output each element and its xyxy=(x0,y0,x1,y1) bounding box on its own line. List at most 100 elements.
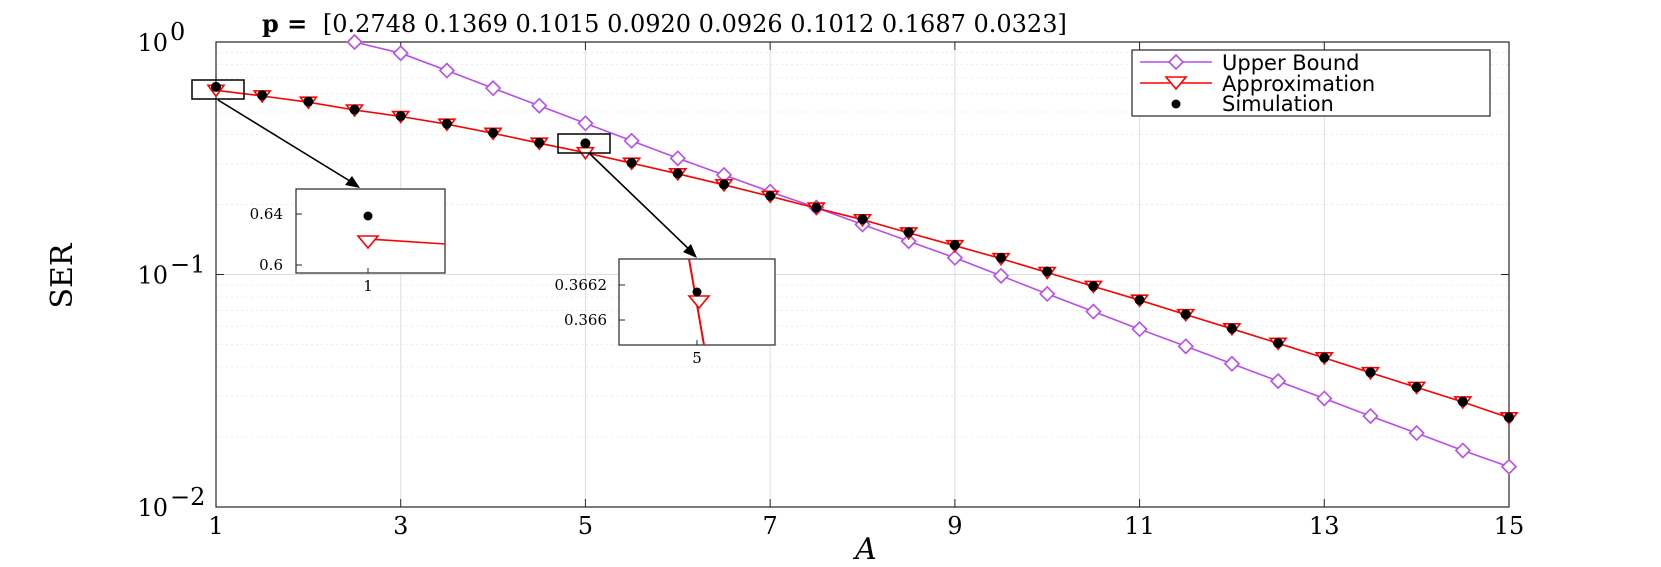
point-0-16 xyxy=(1085,303,1102,320)
legend-label-approx: Approximation xyxy=(1222,72,1375,96)
arrowhead-5 xyxy=(683,244,697,258)
point-0-6 xyxy=(623,132,640,149)
highlight-box-1 xyxy=(191,79,245,100)
title-vector: [0.2748 0.1369 0.1015 0.0920 0.0926 0.10… xyxy=(323,10,1067,38)
ytick-exp-1: −1 xyxy=(170,251,205,279)
series-upper-bound xyxy=(346,33,1518,475)
arrow-1 xyxy=(217,99,359,187)
point-0-23 xyxy=(1408,424,1425,442)
point-2-11 xyxy=(718,179,729,190)
inset-5-sim-marker xyxy=(692,287,702,297)
inset-1-ytick-label-b: 0.6 xyxy=(259,256,283,274)
point-2-16 xyxy=(949,239,960,250)
xtick-label-2: 5 xyxy=(578,512,593,540)
point-0-5 xyxy=(577,115,594,132)
inset-1-sim-marker xyxy=(363,211,373,221)
inset-1-frame xyxy=(295,188,446,274)
ytick-label-2: 10 xyxy=(137,494,168,522)
highlight-box-5 xyxy=(557,133,611,154)
point-2-18 xyxy=(1042,266,1053,277)
point-0-2 xyxy=(438,62,456,79)
point-2-9 xyxy=(626,157,637,168)
point-0-20 xyxy=(1269,372,1287,390)
xtick-label-6: 13 xyxy=(1309,512,1340,540)
point-0-25 xyxy=(1500,458,1518,475)
point-2-12 xyxy=(765,190,776,201)
point-2-6 xyxy=(488,127,499,138)
point-2-28 xyxy=(1504,412,1514,423)
title-prefix: p = xyxy=(262,9,307,38)
inset-1-ytick-label-a: 0.64 xyxy=(250,205,283,223)
point-0-22 xyxy=(1362,407,1379,425)
inset-5: 0.3662 0.366 5 xyxy=(555,258,776,367)
point-2-4 xyxy=(395,111,406,122)
point-2-13 xyxy=(811,202,822,213)
legend-marker-upper xyxy=(1167,53,1185,71)
legend-label-sim: Simulation xyxy=(1222,92,1334,116)
point-2-20 xyxy=(1134,294,1145,305)
inset-1-approx-marker xyxy=(356,235,380,250)
point-0-18 xyxy=(1177,338,1194,355)
point-0-4 xyxy=(531,97,548,114)
inset-1-xtick-label: 1 xyxy=(363,277,373,295)
callouts xyxy=(191,79,697,258)
ytick-exp-2: −2 xyxy=(170,483,205,511)
point-2-14 xyxy=(857,214,868,225)
point-0-24 xyxy=(1454,442,1471,459)
point-0-13 xyxy=(946,249,963,266)
xtick-label-5: 11 xyxy=(1124,512,1155,540)
legend-marker-approx xyxy=(1164,76,1188,91)
legend-label-upper: Upper Bound xyxy=(1222,51,1359,75)
ytick-exp-0: 0 xyxy=(170,18,185,46)
point-2-1 xyxy=(257,90,268,101)
point-2-8 xyxy=(580,138,591,149)
inset-1: 0.64 0.6 1 xyxy=(250,188,446,295)
point-2-24 xyxy=(1319,352,1330,363)
point-0-12 xyxy=(900,233,917,250)
legend: Upper Bound Approximation Simulation xyxy=(1131,49,1491,117)
point-2-3 xyxy=(349,104,360,115)
point-2-23 xyxy=(1273,338,1284,349)
xtick-label-1: 3 xyxy=(393,512,408,540)
point-0-0 xyxy=(346,33,363,51)
point-2-21 xyxy=(1180,309,1191,320)
point-2-27 xyxy=(1457,396,1468,407)
point-0-21 xyxy=(1316,390,1333,407)
inset-1-approx-line xyxy=(367,238,446,245)
point-0-17 xyxy=(1131,321,1148,338)
series-simulation xyxy=(211,81,1514,423)
inset-5-xtick-label: 5 xyxy=(692,349,702,367)
x-axis-ticks: 1 3 5 7 9 11 13 15 xyxy=(208,42,1524,540)
chart-title: p = [0.2748 0.1369 0.1015 0.0920 0.0926 … xyxy=(262,9,1067,38)
point-0-3 xyxy=(484,80,502,97)
point-2-5 xyxy=(441,118,452,129)
arrowhead-1 xyxy=(345,176,360,188)
ytick-label-1: 10 xyxy=(137,262,168,290)
point-2-0 xyxy=(211,81,221,92)
point-2-25 xyxy=(1365,367,1376,378)
series-layer xyxy=(206,33,1519,475)
point-2-17 xyxy=(996,252,1007,263)
point-0-19 xyxy=(1223,355,1241,372)
point-0-15 xyxy=(1039,285,1056,303)
point-2-2 xyxy=(303,96,314,107)
point-0-7 xyxy=(669,150,686,167)
point-2-19 xyxy=(1088,281,1099,292)
point-2-15 xyxy=(903,227,914,238)
point-2-10 xyxy=(672,168,683,179)
inset-5-ytick-label-a: 0.3662 xyxy=(555,276,608,294)
point-0-14 xyxy=(992,267,1010,284)
point-2-26 xyxy=(1411,382,1422,393)
arrow-5 xyxy=(589,153,696,256)
xtick-label-3: 7 xyxy=(763,512,778,540)
xtick-label-4: 9 xyxy=(947,512,962,540)
xtick-label-7: 15 xyxy=(1494,512,1525,540)
series-line-0 xyxy=(354,41,1510,468)
point-2-7 xyxy=(534,137,545,148)
legend-marker-sim xyxy=(1171,99,1181,109)
x-axis-label: A xyxy=(852,532,877,567)
point-0-1 xyxy=(392,45,409,62)
point-2-22 xyxy=(1226,323,1237,334)
